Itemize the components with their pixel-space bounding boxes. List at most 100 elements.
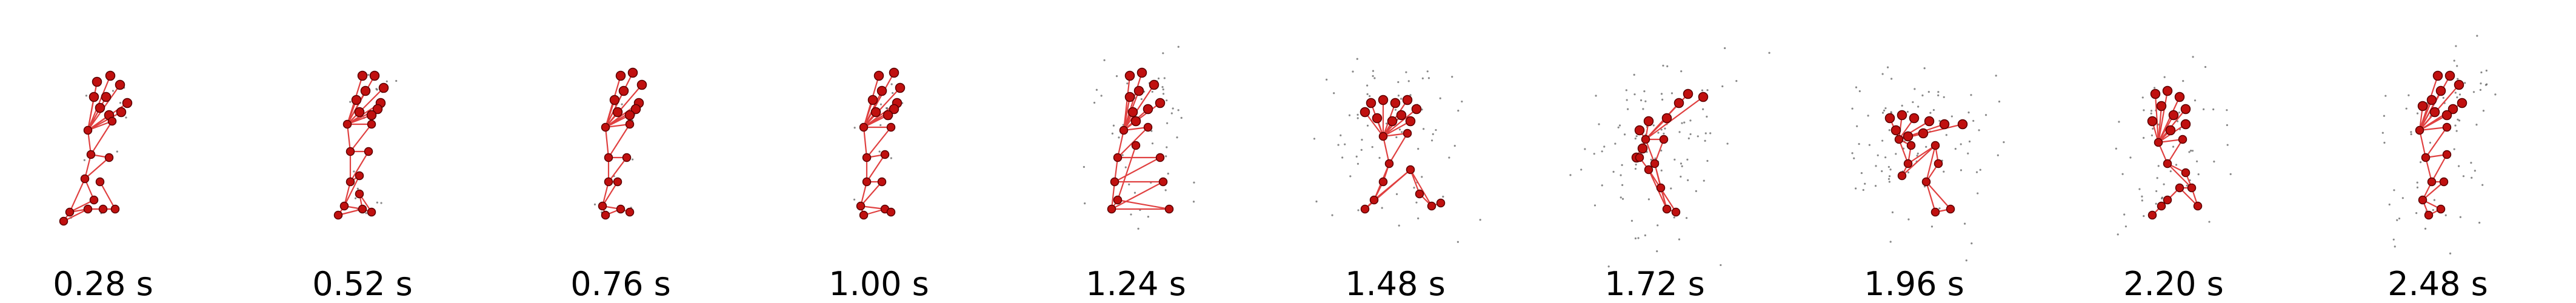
point-cloud-dot xyxy=(1417,217,1420,219)
point-cloud-dot xyxy=(83,159,85,161)
skeleton-joint xyxy=(1110,177,1119,187)
skeleton-joint xyxy=(1113,153,1123,162)
skeleton-joint xyxy=(2436,204,2446,214)
point-cloud-dot xyxy=(1640,99,1643,102)
point-cloud-dot xyxy=(1176,136,1178,139)
frame-5: 1.48 s xyxy=(1313,58,1481,303)
point-cloud-dot xyxy=(2196,160,2198,162)
skeleton-joint xyxy=(867,95,878,105)
point-cloud-dot xyxy=(1680,162,1683,165)
skeleton-joint xyxy=(1890,125,1901,136)
point-cloud-dot xyxy=(2485,69,2488,72)
point-cloud-dot xyxy=(2188,151,2191,153)
skeleton-bone xyxy=(1925,145,1937,182)
skeleton-pose-2 xyxy=(593,67,647,220)
point-cloud-dot xyxy=(1457,241,1459,243)
frame-6: 1.72 s xyxy=(1569,47,1770,303)
point-cloud-dot xyxy=(1995,75,1997,77)
point-cloud-dot xyxy=(1137,227,1140,230)
frame-4: 1.24 s xyxy=(1083,45,1195,303)
point-cloud-dot xyxy=(853,127,856,129)
skeleton-pose-7 xyxy=(1851,66,2005,262)
skeleton-joint xyxy=(2444,70,2455,81)
skeleton-joint xyxy=(107,116,117,126)
skeleton-joint xyxy=(1921,177,1931,187)
point-cloud-dot xyxy=(1886,66,1889,68)
skeleton-joint xyxy=(615,70,626,81)
skeleton-joint xyxy=(367,119,376,129)
point-cloud-dot xyxy=(2455,45,2457,47)
point-cloud-dot xyxy=(1907,171,1910,174)
point-cloud-dot xyxy=(2169,170,2172,173)
point-cloud-dot xyxy=(1635,135,1638,138)
point-cloud-dot xyxy=(1960,169,1963,171)
point-cloud-dot xyxy=(1702,108,1704,110)
point-cloud-dot xyxy=(1432,133,1434,135)
skeleton-joint xyxy=(1405,116,1416,127)
skeleton-joint xyxy=(889,104,899,115)
point-cloud-dot xyxy=(1421,176,1423,178)
skeleton-joint xyxy=(1427,201,1436,211)
point-cloud-dot xyxy=(1453,145,1456,147)
skeleton-joint xyxy=(2180,119,2191,130)
point-cloud-dot xyxy=(2393,189,2395,191)
skeleton-joint xyxy=(1946,204,1955,214)
point-cloud-dot xyxy=(1593,204,1597,207)
point-cloud-dot xyxy=(1166,146,1168,148)
point-cloud-dot xyxy=(2458,165,2460,167)
point-cloud-dot xyxy=(1426,70,1429,73)
skeleton-joint xyxy=(1378,177,1388,187)
skeleton-joint xyxy=(2154,138,2163,147)
point-cloud-dot xyxy=(2484,84,2487,86)
point-cloud-dot xyxy=(1977,192,1979,195)
skeleton-joint xyxy=(862,177,872,187)
skeleton-joint xyxy=(105,70,116,81)
skeleton-joint xyxy=(859,210,869,220)
skeleton-joint xyxy=(1143,104,1153,115)
point-cloud-dot xyxy=(1128,183,1130,185)
point-cloud-dot xyxy=(1448,156,1450,159)
skeleton-joint xyxy=(98,204,108,214)
point-cloud-dot xyxy=(1192,201,1195,203)
point-cloud-dot xyxy=(1860,171,1863,175)
point-cloud-dot xyxy=(1895,153,1897,155)
point-cloud-dot xyxy=(2176,120,2179,122)
point-cloud-dot xyxy=(1625,89,1627,92)
point-cloud-dot xyxy=(2410,131,2412,133)
point-cloud-dot xyxy=(1121,154,1124,156)
skeleton-joint xyxy=(342,119,352,129)
point-cloud-dot xyxy=(2129,156,2132,159)
skeleton-joint xyxy=(65,207,75,217)
skeleton-bone xyxy=(68,178,86,213)
point-cloud-dot xyxy=(2156,177,2158,179)
skeleton-joint xyxy=(625,207,635,217)
skeleton-bone xyxy=(1364,112,1384,137)
point-cloud-dot xyxy=(1170,112,1173,115)
skeleton-joint xyxy=(1634,125,1645,136)
point-cloud-dot xyxy=(632,158,634,161)
point-cloud-dot xyxy=(2479,88,2482,91)
point-cloud-dot xyxy=(2456,96,2458,99)
skeleton-joint xyxy=(2157,201,2166,211)
point-cloud-dot xyxy=(1162,93,1165,95)
skeleton-joint xyxy=(1384,159,1394,168)
point-cloud-dot xyxy=(1867,115,1869,117)
point-cloud-dot xyxy=(2138,188,2141,190)
skeleton-bone xyxy=(1111,181,1164,210)
point-cloud-dot xyxy=(1881,73,1884,75)
skeleton-bone xyxy=(99,181,116,210)
point-cloud-dot xyxy=(2152,127,2154,130)
point-cloud-dot xyxy=(2003,141,2005,144)
point-cloud-dot xyxy=(1360,148,1363,152)
skeleton-bone xyxy=(1114,157,1161,182)
skeleton-joint xyxy=(1957,119,1968,130)
point-cloud-dot xyxy=(1621,198,1624,200)
point-cloud-dot xyxy=(2172,145,2175,148)
point-cloud-dot xyxy=(1644,234,1646,236)
point-cloud-dot xyxy=(1124,166,1127,168)
point-cloud-dot xyxy=(1372,70,1375,72)
point-cloud-dot xyxy=(2143,136,2145,139)
skeleton-joint xyxy=(1372,113,1383,124)
point-cloud-dot xyxy=(1630,219,1633,222)
